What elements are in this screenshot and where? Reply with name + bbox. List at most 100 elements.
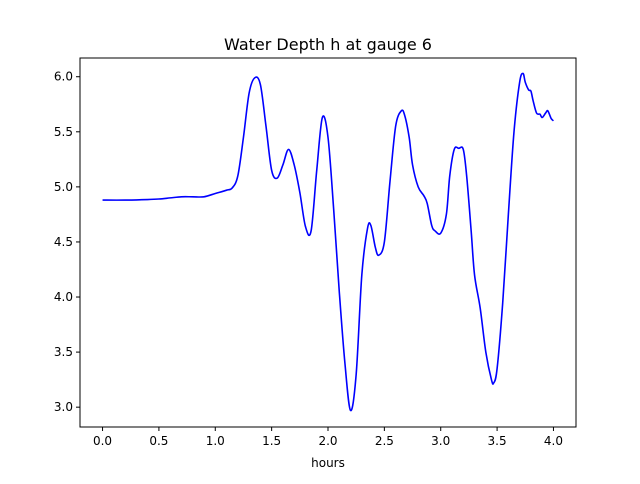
data-point [470,230,472,232]
data-point [276,177,278,179]
data-point [400,110,402,112]
data-point [350,410,352,412]
data-point [248,92,250,94]
data-point [532,100,534,102]
y-tick-label: 3.5 [54,345,73,359]
data-point [102,199,104,201]
y-tick-label: 5.5 [54,125,73,139]
data-point [458,148,460,150]
data-point [378,254,380,256]
data-point [288,149,290,151]
data-point [434,230,436,232]
data-point [327,137,329,139]
data-point [169,197,171,199]
data-point [522,73,524,75]
data-point [361,274,363,276]
data-point [453,149,455,151]
data-point [491,379,493,381]
y-axis-ticks: 3.0 3.5 4.0 4.5 5.0 5.5 6.0 [54,70,80,414]
data-point [243,137,245,139]
data-point [431,225,433,227]
chart-title: Water Depth h at gauge 6 [224,35,432,54]
data-point [524,81,526,83]
x-axis-label: hours [311,456,345,470]
data-point [508,214,510,216]
data-point [124,199,126,201]
data-point [370,225,372,227]
axes-frame [79,57,577,428]
x-axis-ticks: 0.0 0.5 1.0 1.5 2.0 2.5 3.0 3.5 4.0 [93,427,563,448]
data-point [417,186,419,188]
data-point [299,192,301,194]
data-point [466,175,468,177]
data-point [322,117,324,119]
x-tick-label: 0.5 [149,434,168,448]
data-point [519,81,521,83]
data-point [192,196,194,198]
x-tick-label: 1.5 [262,434,281,448]
data-point [496,368,498,370]
data-point [493,382,495,384]
data-point [355,373,357,375]
data-point [260,84,262,86]
data-point [384,241,386,243]
data-point [282,164,284,166]
data-point [254,77,256,79]
data-point [423,195,425,197]
y-tick-label: 3.0 [54,400,73,414]
data-point [530,90,532,92]
data-point [147,199,149,201]
x-tick-label: 1.0 [206,434,225,448]
data-point [440,232,442,234]
data-point [541,117,543,119]
data-point [231,187,233,189]
data-point [513,131,515,133]
data-point [158,198,160,200]
data-point [449,175,451,177]
data-point [203,196,205,198]
data-point [265,125,267,127]
series-line [102,72,555,412]
data-point [474,274,476,276]
data-point [310,230,312,232]
data-point [539,113,541,115]
data-point [528,89,530,91]
x-tick-label: 4.0 [544,434,563,448]
data-point [237,175,239,177]
data-point [547,110,549,112]
data-point [412,164,414,166]
data-point [389,181,391,183]
data-point [338,291,340,293]
data-point [316,170,318,172]
y-tick-label: 4.5 [54,235,73,249]
data-point [293,164,295,166]
data-point [375,247,377,249]
data-point [446,214,448,216]
y-tick-label: 4.0 [54,290,73,304]
data-point [462,149,464,151]
data-point [305,226,307,228]
data-point [181,196,183,198]
data-point [333,208,335,210]
x-tick-label: 2.5 [375,434,394,448]
data-point [502,302,504,304]
data-point [367,228,369,230]
y-tick-label: 5.0 [54,180,73,194]
data-point [536,112,538,114]
y-tick-label: 6.0 [54,70,73,84]
x-tick-label: 0.0 [93,434,112,448]
plot-area [102,72,555,412]
data-point [553,120,555,122]
data-point [344,362,346,364]
x-tick-label: 3.0 [431,434,450,448]
data-point [395,125,397,127]
x-tick-label: 3.5 [488,434,507,448]
data-point [408,137,410,139]
data-point [550,118,552,120]
x-tick-label: 2.0 [318,434,337,448]
data-point [271,170,273,172]
data-point [226,189,228,191]
